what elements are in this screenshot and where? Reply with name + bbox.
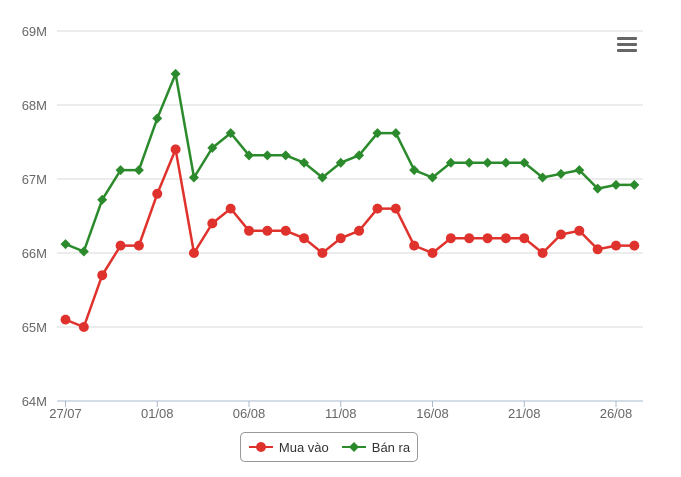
y-axis-tick-labels: 64M 65M 66M 67M 68M 69M [22, 24, 47, 409]
series-mua-vao [60, 144, 640, 332]
x-axis-tick-labels: 27/07 01/08 06/08 11/08 16/08 21/08 26/08 [49, 401, 632, 421]
y-tick-label: 64M [22, 394, 47, 409]
data-point [372, 128, 383, 139]
menu-bar-line [617, 43, 637, 46]
x-tick-label: 16/08 [416, 406, 449, 421]
data-point [280, 225, 291, 236]
data-point [537, 172, 548, 183]
data-point [574, 225, 585, 236]
data-point [207, 142, 218, 153]
y-tick-label: 66M [22, 246, 47, 261]
data-point [188, 172, 199, 183]
x-tick-label: 21/08 [508, 406, 541, 421]
data-point [537, 248, 548, 258]
data-point [555, 168, 566, 179]
data-point [519, 157, 530, 168]
data-point [299, 233, 310, 244]
data-point [97, 270, 108, 281]
y-tick-label: 67M [22, 172, 47, 187]
data-point [280, 150, 291, 161]
data-point [262, 150, 273, 161]
data-point [97, 194, 108, 205]
data-point [60, 314, 71, 325]
series-ban-ra [60, 68, 640, 257]
data-point [299, 157, 310, 168]
data-point [78, 322, 89, 332]
data-point [225, 128, 236, 139]
data-point [133, 165, 144, 176]
hamburger-menu-icon[interactable] [614, 34, 640, 58]
data-point [262, 225, 273, 236]
data-point [115, 240, 126, 251]
y-tick-label: 65M [22, 320, 47, 335]
menu-bar-line [617, 37, 637, 40]
data-point [427, 172, 438, 183]
data-point [244, 225, 254, 236]
x-tick-label: 11/08 [325, 406, 357, 421]
data-point [482, 157, 493, 168]
data-point [629, 179, 640, 190]
data-point [464, 233, 475, 244]
data-point [427, 248, 438, 258]
data-point [482, 233, 493, 244]
data-point [390, 128, 401, 139]
data-point [592, 244, 603, 255]
x-tick-label: 26/08 [600, 406, 633, 421]
data-point [60, 239, 71, 250]
data-point [317, 248, 328, 258]
series-group [60, 68, 640, 332]
data-point [611, 179, 621, 190]
data-point [409, 240, 420, 251]
data-point [152, 188, 163, 199]
y-tick-label: 69M [22, 24, 47, 39]
data-point [335, 157, 346, 168]
data-point [152, 113, 163, 124]
x-tick-label: 06/08 [233, 406, 266, 421]
legend-label: Mua vào [278, 439, 329, 455]
legend-label: Bán ra [371, 439, 411, 455]
data-point [372, 203, 383, 214]
data-point [133, 240, 144, 251]
legend-item-mua-vao[interactable]: Mua vào [248, 440, 329, 455]
data-point [629, 240, 640, 251]
data-point [225, 203, 236, 214]
data-point [500, 157, 511, 168]
data-point [244, 150, 254, 161]
data-point [170, 144, 181, 155]
y-tick-label: 68M [22, 98, 47, 113]
data-point [317, 172, 328, 183]
data-point [409, 165, 420, 176]
grid-lines [57, 30, 643, 328]
x-tick-label: 27/07 [49, 406, 82, 421]
data-point [445, 233, 456, 244]
series-line [65, 72, 635, 253]
data-point [335, 233, 346, 244]
data-point [170, 68, 181, 79]
data-point [611, 240, 621, 251]
chart-legend: Mua vào Bán ra [240, 432, 418, 462]
data-point [78, 246, 89, 257]
data-point [519, 233, 530, 244]
data-point [354, 150, 365, 161]
data-point [188, 248, 199, 258]
data-point [207, 218, 218, 229]
data-point [574, 165, 585, 176]
data-point [500, 233, 511, 244]
data-point [464, 157, 475, 168]
legend-marker-green-diamond-icon [341, 442, 366, 452]
data-point [592, 183, 603, 194]
data-point [445, 157, 456, 168]
x-tick-label: 01/08 [141, 406, 174, 421]
data-point [390, 203, 401, 214]
menu-bar-line [617, 49, 637, 52]
data-point [354, 225, 365, 236]
legend-marker-red-circle-icon [248, 442, 273, 452]
data-point [115, 165, 126, 176]
data-point [555, 229, 566, 240]
legend-item-ban-ra[interactable]: Bán ra [341, 440, 410, 455]
